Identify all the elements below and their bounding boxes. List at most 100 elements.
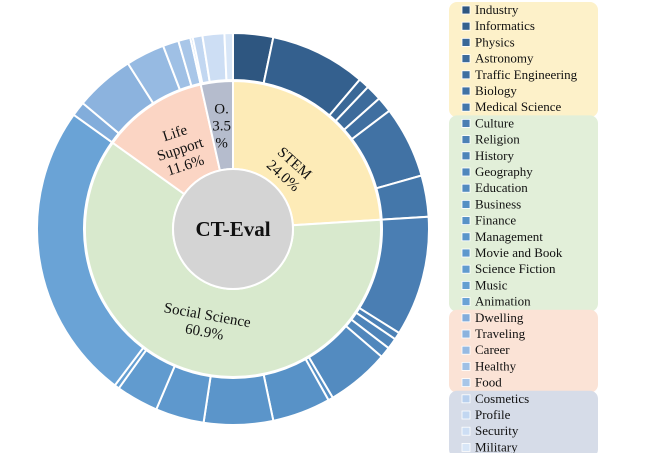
legend-label: Animation: [475, 294, 531, 309]
legend-label: Informatics: [475, 18, 535, 33]
legend-item: Traveling: [461, 326, 526, 341]
legend-swatch: [461, 54, 471, 63]
legend-swatch: [461, 426, 471, 436]
legend-swatch: [461, 167, 471, 177]
legend-item: History: [461, 148, 515, 163]
legend-swatch: [461, 119, 471, 128]
legend-item: Traffic Engineering: [461, 67, 578, 82]
legend-band-stem: [449, 2, 598, 118]
legend-swatch: [461, 38, 471, 47]
center-label: CT-Eval: [195, 217, 270, 241]
legend-label: Astronomy: [475, 51, 534, 66]
legend-item: Science Fiction: [461, 261, 556, 276]
outer-slice-management: [202, 373, 275, 426]
legend-item: Food: [461, 375, 502, 390]
legend-swatch: [461, 135, 471, 145]
legend-item: Cosmetics: [461, 391, 529, 406]
legend-swatch: [461, 313, 471, 323]
legend-swatch: [461, 378, 471, 388]
legend-label: Food: [475, 375, 502, 390]
legend-item: Music: [461, 277, 508, 292]
legend-label: Security: [475, 423, 519, 438]
legend-swatch: [461, 345, 471, 355]
legend-label: Education: [475, 180, 528, 195]
inner-label-o: O. 3.5%: [212, 102, 231, 152]
legend-label: Career: [475, 342, 510, 357]
legend-swatch: [461, 410, 471, 420]
legend-item: Animation: [461, 294, 531, 309]
legend-item: Informatics: [461, 18, 535, 33]
legend-swatch: [461, 264, 471, 274]
legend-item: Culture: [461, 115, 514, 130]
legend-label: Physics: [475, 34, 515, 49]
legend-label: Dwelling: [475, 310, 524, 325]
legend-item: Biology: [461, 83, 517, 98]
legend-label: Culture: [475, 115, 514, 130]
legend-label: History: [475, 148, 515, 163]
legend-item: Physics: [461, 34, 515, 49]
legend-item: Profile: [461, 407, 511, 422]
legend-swatch: [461, 361, 471, 371]
legend-label: Military: [475, 439, 518, 453]
legend-swatch: [461, 5, 471, 15]
legend-swatch: [461, 442, 471, 452]
legend-swatch: [461, 102, 471, 112]
legend-swatch: [461, 232, 471, 242]
legend-item: Industry: [461, 2, 519, 17]
legend-swatch: [461, 280, 471, 290]
legend-item: Dwelling: [461, 310, 524, 325]
legend-item: Geography: [461, 164, 533, 179]
legend-swatch: [461, 70, 471, 80]
inner-label-text: LifeSupport11.6%: [150, 119, 211, 181]
legend-item: Religion: [461, 132, 520, 147]
inner-ring: [84, 79, 382, 378]
center-disk: [172, 168, 294, 290]
inner-label-life-support: LifeSupport11.6%: [150, 119, 211, 181]
legend-swatch: [461, 216, 471, 226]
legend-label: Industry: [475, 2, 519, 17]
legend-swatch: [461, 394, 471, 404]
legend-label: Traffic Engineering: [475, 67, 578, 82]
legend-label: Traveling: [475, 326, 526, 341]
legend-swatch: [461, 248, 471, 258]
legend-swatch: [461, 86, 471, 96]
legend-label: Management: [475, 229, 543, 244]
legend-label: Geography: [475, 164, 533, 179]
legend-item: Astronomy: [461, 51, 534, 66]
legend-band-social-science: [449, 115, 598, 312]
legend-bands: [449, 2, 598, 453]
legend-label: Medical Science: [475, 99, 561, 114]
legend-item: Security: [461, 423, 519, 438]
legend-item: Movie and Book: [461, 245, 563, 260]
legend-item: Military: [461, 439, 518, 453]
legend-swatch: [461, 329, 471, 339]
inner-label-text: O. 3.5%: [212, 102, 231, 152]
legend-band-life-support: [449, 309, 598, 393]
legend-swatch: [461, 151, 471, 161]
legend-label: Healthy: [475, 358, 517, 373]
legend-label: Biology: [475, 83, 517, 98]
legend-label: Science Fiction: [475, 261, 556, 276]
legend-item: Career: [461, 342, 510, 357]
legend-swatch: [461, 297, 471, 307]
legend-item: Medical Science: [461, 99, 561, 114]
legend-label: Profile: [475, 407, 511, 422]
legend-swatch: [461, 199, 471, 209]
legend-label: Music: [475, 277, 508, 292]
legend-item: Healthy: [461, 358, 517, 373]
outer-slice-military: [223, 31, 234, 82]
legend-label: Religion: [475, 132, 520, 147]
legend-label: Movie and Book: [475, 245, 563, 260]
legend-item: Management: [461, 229, 543, 244]
legend-label: Business: [475, 196, 521, 211]
legend-item: Finance: [461, 213, 516, 228]
legend-item: Business: [461, 196, 521, 211]
legend-swatch: [461, 21, 471, 31]
legend-label: Finance: [475, 213, 516, 228]
legend-item: Education: [461, 180, 528, 195]
legend-swatch: [461, 183, 471, 193]
legend-label: Cosmetics: [475, 391, 529, 406]
legend-band-o: [449, 390, 598, 453]
